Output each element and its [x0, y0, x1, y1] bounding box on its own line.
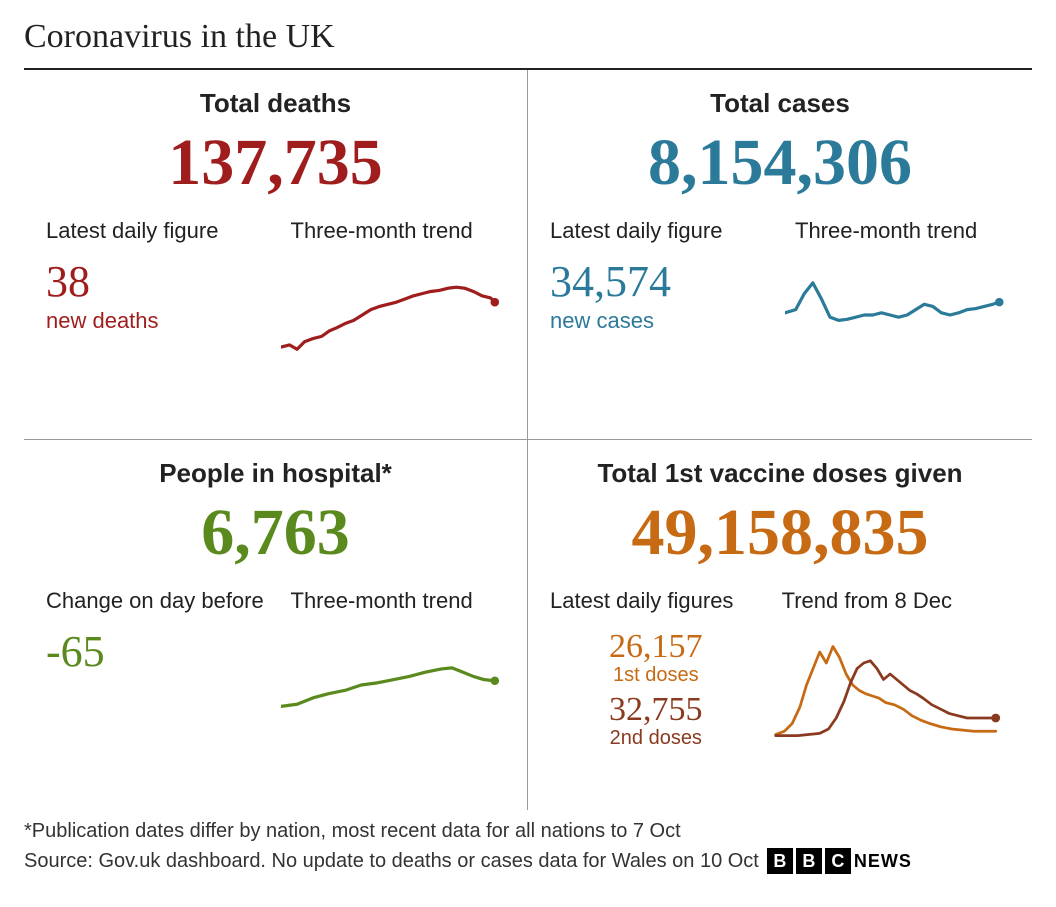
panel-vaccine: Total 1st vaccine doses given 49,158,835… — [528, 440, 1032, 810]
hospital-sparkline — [281, 630, 506, 740]
vaccine-daily-label: Latest daily figures — [550, 588, 762, 614]
hospital-trend-label: Three-month trend — [281, 588, 506, 614]
deaths-daily-label: Latest daily figure — [46, 218, 271, 244]
panel-hospital: People in hospital* 6,763 Change on day … — [24, 440, 528, 810]
source-text: Source: Gov.uk dashboard. No update to d… — [24, 846, 759, 876]
bbc-b2-icon: B — [796, 848, 822, 874]
vaccine-trend-label: Trend from 8 Dec — [772, 588, 1010, 614]
stats-grid: Total deaths 137,735 Latest daily figure… — [24, 70, 1032, 810]
panel-cases-title: Total cases — [550, 88, 1010, 119]
deaths-trend-label: Three-month trend — [281, 218, 506, 244]
vaccine-dose1-value: 26,157 — [550, 630, 762, 664]
cases-daily-value: 34,574 — [550, 260, 775, 304]
cases-total: 8,154,306 — [550, 127, 1010, 200]
vaccine-dose2-value: 32,755 — [550, 693, 762, 727]
footnote-text: *Publication dates differ by nation, mos… — [24, 816, 1032, 846]
deaths-sparkline — [281, 260, 506, 370]
page-title: Coronavirus in the UK — [24, 18, 1032, 70]
vaccine-dose1-caption: 1st doses — [550, 664, 762, 687]
panel-deaths: Total deaths 137,735 Latest daily figure… — [24, 70, 528, 440]
cases-daily-caption: new cases — [550, 308, 775, 334]
cases-sparkline — [785, 260, 1010, 370]
bbc-logo: B B C NEWS — [767, 848, 912, 875]
footnotes: *Publication dates differ by nation, mos… — [24, 816, 1032, 876]
hospital-total: 6,763 — [46, 497, 505, 570]
panel-vaccine-title: Total 1st vaccine doses given — [550, 458, 1010, 489]
deaths-daily-caption: new deaths — [46, 308, 271, 334]
deaths-daily-value: 38 — [46, 260, 271, 304]
panel-cases: Total cases 8,154,306 Latest daily figur… — [528, 70, 1032, 440]
bbc-b-icon: B — [767, 848, 793, 874]
cases-daily-label: Latest daily figure — [550, 218, 775, 244]
hospital-change-label: Change on day before — [46, 588, 271, 614]
bbc-news-text: NEWS — [854, 848, 912, 875]
panel-deaths-title: Total deaths — [46, 88, 505, 119]
cases-trend-label: Three-month trend — [785, 218, 1010, 244]
vaccine-sparkline — [772, 630, 1010, 740]
vaccine-total: 49,158,835 — [550, 497, 1010, 570]
deaths-total: 137,735 — [46, 127, 505, 200]
bbc-c-icon: C — [825, 848, 851, 874]
panel-hospital-title: People in hospital* — [46, 458, 505, 489]
vaccine-dose2-caption: 2nd doses — [550, 727, 762, 750]
hospital-change-value: -65 — [46, 630, 271, 674]
